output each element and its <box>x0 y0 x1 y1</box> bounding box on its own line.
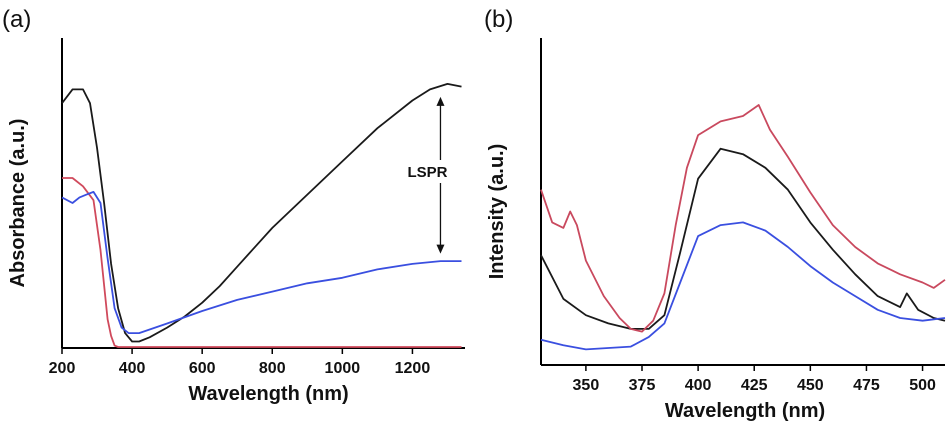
lspr-arrowhead-down <box>436 244 445 254</box>
panel-label: (b) <box>484 6 513 33</box>
series-line-3 <box>540 221 946 351</box>
x-tick-label: 200 <box>49 360 76 377</box>
x-tick-label: 1000 <box>325 360 361 377</box>
x-tick-label: 475 <box>853 377 880 394</box>
x-tick-label: 1200 <box>395 360 431 377</box>
x-axis-title: Wavelength (nm) <box>188 383 348 405</box>
panel-label: (a) <box>2 6 31 33</box>
y-axis-title: Intensity (a.u.) <box>486 144 508 280</box>
x-tick-label: 425 <box>741 377 768 394</box>
x-tick-label: 450 <box>797 377 824 394</box>
series-line-2 <box>540 104 946 333</box>
series-line-3 <box>61 191 462 334</box>
x-axis-title: Wavelength (nm) <box>665 400 825 422</box>
x-tick-label: 500 <box>909 377 936 394</box>
series-line-1 <box>540 147 946 330</box>
x-tick-label: 375 <box>629 377 656 394</box>
x-tick-label: 800 <box>259 360 286 377</box>
x-tick-label: 350 <box>573 377 600 394</box>
y-axis-title: Absorbance (a.u.) <box>7 119 29 288</box>
x-tick-label: 400 <box>685 377 712 394</box>
lspr-arrowhead-up <box>436 96 445 106</box>
series-line-1 <box>61 83 462 343</box>
lspr-label: LSPR <box>407 164 447 181</box>
x-tick-label: 600 <box>189 360 216 377</box>
x-tick-label: 400 <box>119 360 146 377</box>
